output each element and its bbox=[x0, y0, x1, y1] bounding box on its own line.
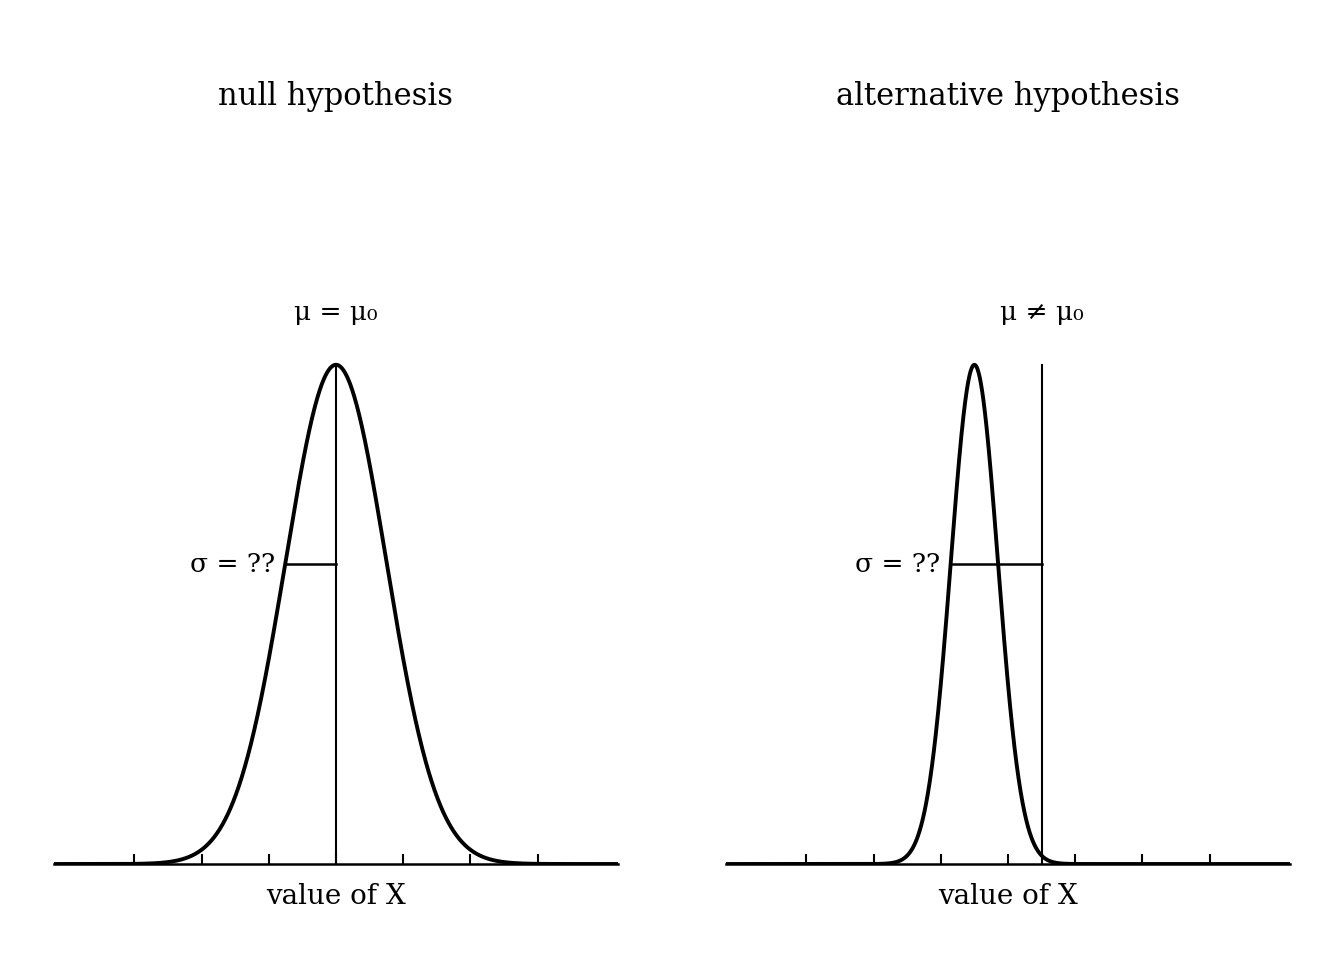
X-axis label: value of X: value of X bbox=[938, 883, 1078, 910]
Text: μ ≠ μ₀: μ ≠ μ₀ bbox=[1000, 300, 1083, 324]
Text: σ = ??: σ = ?? bbox=[190, 552, 276, 577]
Text: μ = μ₀: μ = μ₀ bbox=[294, 300, 378, 324]
X-axis label: value of X: value of X bbox=[266, 883, 406, 910]
Text: null hypothesis: null hypothesis bbox=[219, 81, 453, 111]
Text: alternative hypothesis: alternative hypothesis bbox=[836, 81, 1180, 111]
Text: σ = ??: σ = ?? bbox=[856, 552, 941, 577]
